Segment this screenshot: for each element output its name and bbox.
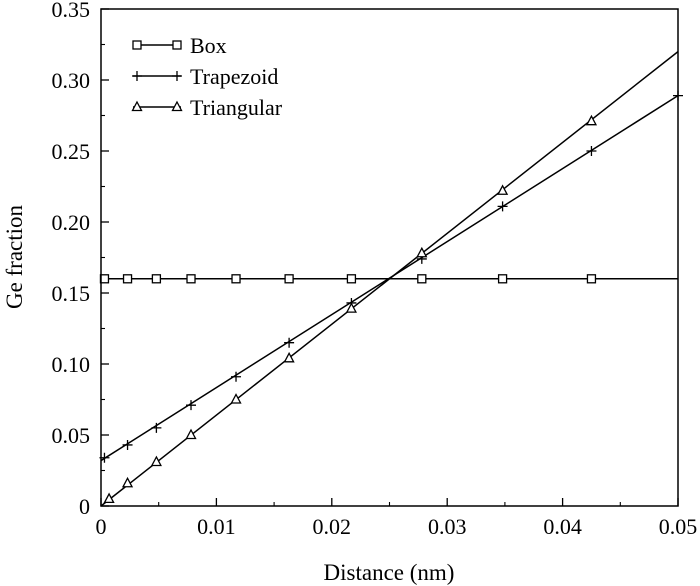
legend-label: Box — [190, 33, 227, 58]
data-point-trapezoid — [497, 201, 508, 212]
data-point-trapezoid — [586, 146, 597, 156]
y-tick-label: 0.20 — [52, 210, 91, 235]
y-tick-label: 0.35 — [52, 0, 91, 22]
data-point-triangular — [283, 351, 295, 363]
data-point-box — [122, 274, 133, 284]
data-point-box — [186, 274, 196, 284]
data-point-triangular — [230, 393, 242, 404]
y-axis-label: Ge fraction — [2, 204, 27, 309]
x-tick-label: 0.02 — [313, 514, 352, 539]
y-tick-label: 0.15 — [52, 281, 91, 306]
data-point-triangular — [150, 455, 162, 467]
legend-item-box: Box — [132, 33, 227, 58]
data-point-trapezoid — [151, 422, 162, 433]
x-tick-label: 0 — [96, 514, 107, 539]
data-point-box — [284, 274, 294, 284]
legend-marker — [172, 40, 182, 50]
plot-frame — [100, 8, 679, 507]
data-point-box — [417, 274, 427, 284]
data-point-box — [231, 274, 241, 284]
legend: Box Trapezoid Triangular — [131, 33, 283, 120]
series-triangular — [100, 51, 679, 507]
legend-label: Trapezoid — [190, 64, 278, 89]
data-point-triangular — [103, 492, 115, 504]
legend-marker — [132, 40, 142, 50]
legend-item-trapezoid: Trapezoid — [132, 64, 278, 89]
data-point-trapezoid — [122, 439, 133, 450]
y-tick-label: 0.10 — [52, 352, 91, 377]
data-point-trapezoid — [284, 337, 295, 348]
y-tick-label: 0.05 — [52, 423, 91, 448]
y-axis: 0 0.05 0.10 0.15 0.20 0.25 0.30 0.35 — [52, 0, 109, 519]
data-point-box — [586, 274, 597, 284]
data-point-triangular — [121, 476, 134, 488]
legend-marker — [172, 71, 182, 81]
y-tick-label: 0.30 — [52, 68, 91, 93]
data-point-trapezoid — [186, 400, 197, 411]
data-point-box — [497, 274, 508, 284]
data-point-triangular — [497, 184, 509, 195]
legend-marker — [132, 71, 142, 81]
data-point-box — [151, 274, 162, 284]
legend-item-triangular: Triangular — [131, 95, 283, 120]
data-point-triangular — [585, 114, 598, 126]
data-point-box — [346, 274, 357, 284]
data-point-trapezoid — [231, 371, 242, 382]
legend-label: Triangular — [190, 95, 283, 120]
x-tick-label: 0.01 — [197, 514, 236, 539]
x-tick-label: 0.05 — [659, 514, 698, 539]
data-point-triangular — [185, 428, 197, 440]
legend-marker — [171, 100, 183, 112]
data-point-triangular — [416, 246, 428, 258]
data-point-triangular — [345, 302, 357, 313]
x-axis: 0 0.01 0.02 0.03 0.04 0.05 — [96, 498, 698, 539]
x-tick-label: 0.03 — [428, 514, 467, 539]
plot-content — [99, 51, 683, 507]
x-tick-label: 0.04 — [543, 514, 582, 539]
legend-marker — [131, 100, 143, 112]
y-tick-label: 0.25 — [52, 139, 91, 164]
x-axis-label: Distance (nm) — [324, 560, 455, 585]
y-tick-label: 0 — [79, 494, 90, 519]
series-line-triangular — [100, 51, 679, 507]
